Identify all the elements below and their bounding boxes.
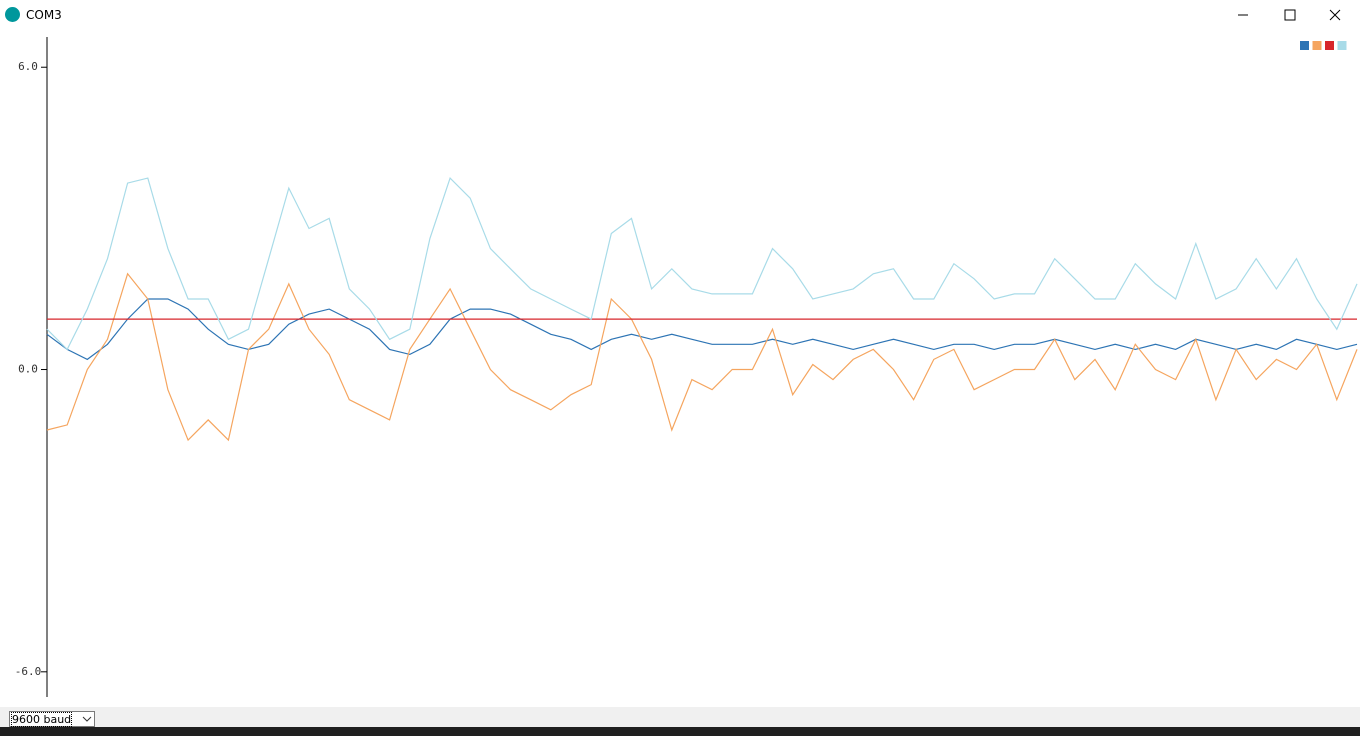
series-line — [46, 176, 1358, 351]
app-icon — [5, 7, 20, 22]
baud-label: 9600 baud — [10, 712, 73, 727]
bottom-bar: 9600 baud — [0, 707, 1360, 727]
close-button[interactable] — [1312, 0, 1358, 30]
y-tick-label: 6.0 — [18, 60, 38, 73]
legend-swatch — [1312, 41, 1322, 50]
maximize-button[interactable] — [1266, 0, 1312, 30]
taskbar — [0, 727, 1360, 736]
legend-swatch — [1325, 41, 1334, 50]
plot-area: 6.0 0.0 -6.0 — [15, 37, 1358, 697]
baud-select[interactable]: 9600 baud — [9, 711, 95, 727]
series-line — [46, 272, 1358, 442]
series-line — [46, 298, 1358, 361]
y-tick-label: -6.0 — [15, 665, 42, 678]
legend-swatch — [1300, 41, 1309, 50]
legend-swatch — [1337, 41, 1347, 50]
y-tick-label: 0.0 — [18, 363, 38, 376]
window-title: COM3 — [26, 8, 62, 22]
dropdown-arrow — [82, 716, 92, 722]
title-bar: COM3 — [0, 0, 1360, 30]
minimize-button[interactable] — [1220, 0, 1266, 30]
